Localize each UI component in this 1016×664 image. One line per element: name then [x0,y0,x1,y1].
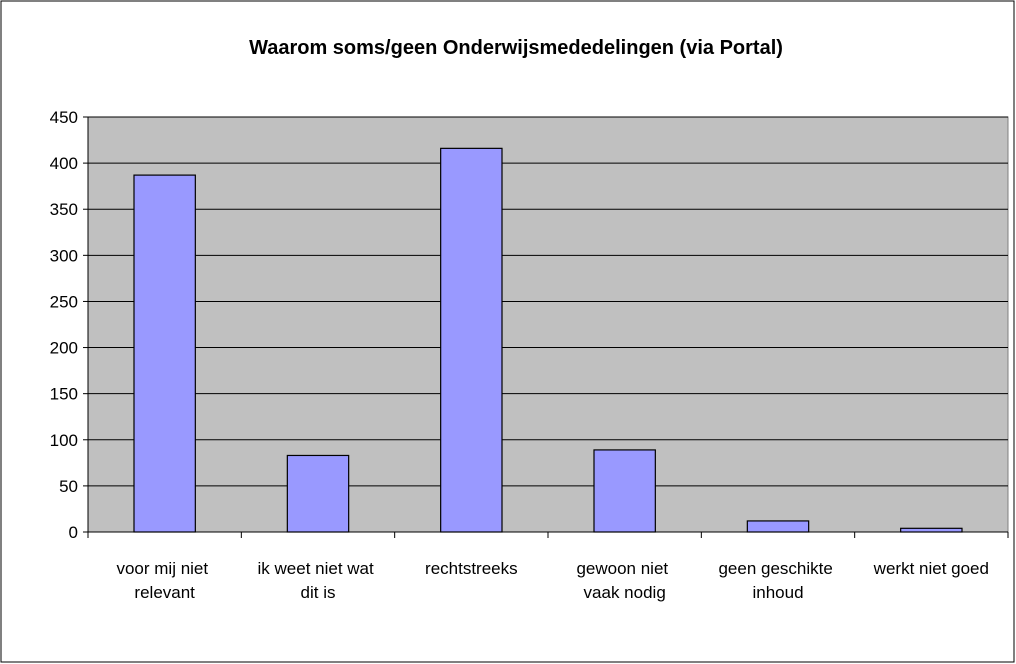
plot-area [87,116,1009,533]
bar [593,449,656,533]
y-tick-label: 200 [50,339,78,358]
y-tick-label: 0 [69,523,78,542]
bar [286,454,350,533]
x-tick-label: rechtstreeks [425,559,518,578]
y-tick-label: 400 [50,154,78,173]
y-tick-label: 300 [50,246,78,265]
x-tick-label: werkt niet goed [873,559,989,578]
y-tick-label: 350 [50,200,78,219]
x-tick-label: ik weet niet wat dit is [258,559,379,602]
y-tick-label: 250 [50,292,78,311]
bar [440,147,503,533]
x-tick-label: gewoon niet vaak nodig [576,559,672,602]
x-tick-label: geen geschikte inhoud [718,559,837,602]
bar [133,174,196,533]
bar [900,527,963,533]
chart-title: Waarom soms/geen Onderwijsmededelingen (… [249,37,783,59]
bar [746,520,810,533]
y-tick-label: 100 [50,431,78,450]
y-tick-label: 50 [59,477,78,496]
x-tick-label: voor mij niet relevant [116,559,212,602]
y-tick-label: 150 [50,385,78,404]
y-tick-label: 450 [50,108,78,127]
